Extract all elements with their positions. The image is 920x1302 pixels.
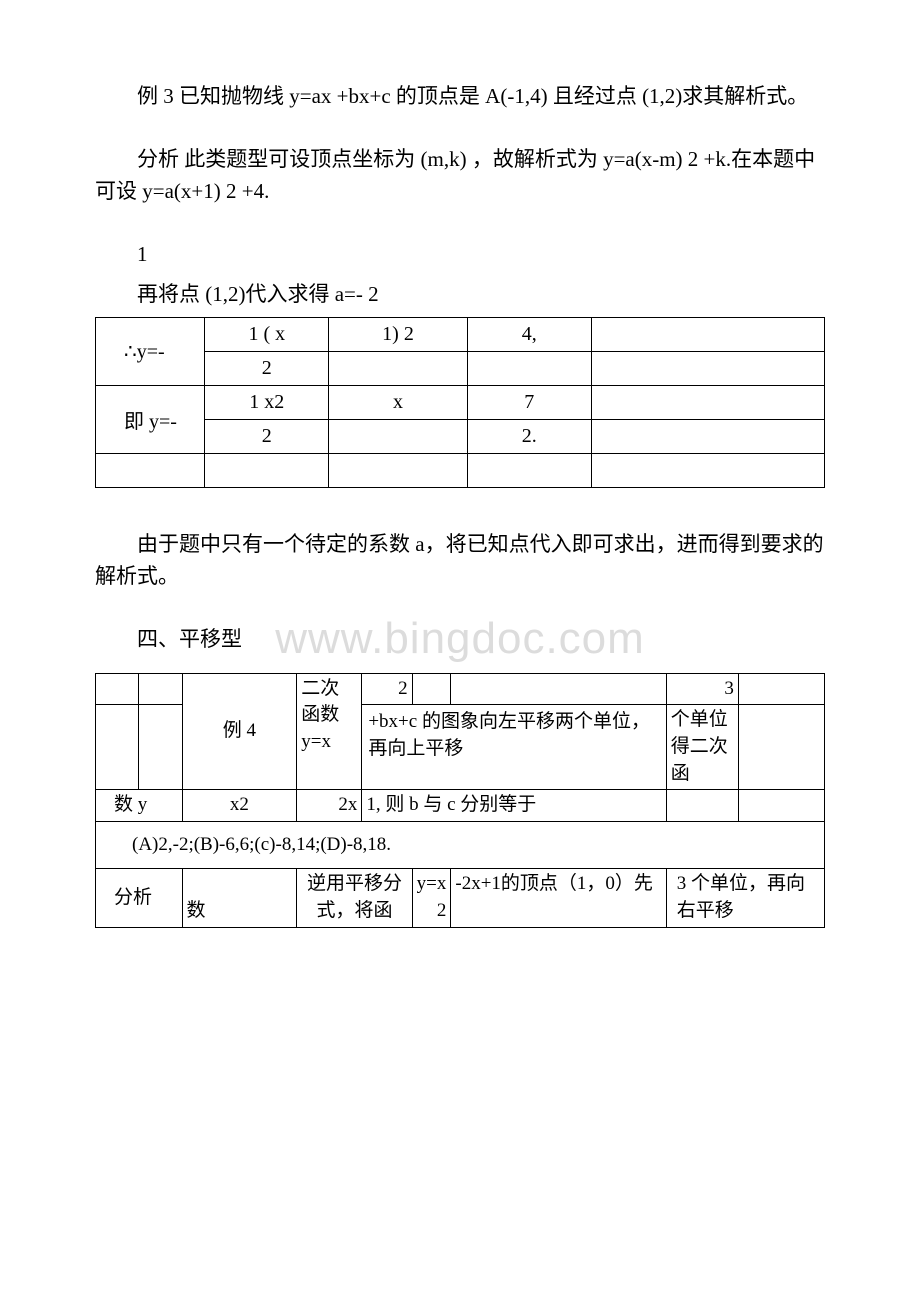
cell: 1) 2 (329, 317, 468, 351)
cell: 1 x2 (205, 385, 329, 419)
cell: 二次函数 y=x (297, 673, 362, 789)
cell: (A)2,-2;(B)-6,6;(c)-8,14;(D)-8,18. (96, 821, 825, 869)
cell (96, 453, 205, 487)
paragraph-analysis1: 分析 此类题型可设顶点坐标为 (m,k) ，故解析式为 y=a(x-m) 2 +… (95, 143, 825, 208)
cell: 个单位得二次函 (666, 705, 738, 790)
table-row: 数 y x2 2x 1, 则 b 与 c 分别等于 (96, 790, 825, 822)
cell: 逆用平移分式，将函 (297, 869, 412, 927)
table-example4: 例 4 二次函数 y=x 2 3 +bx+c 的图象向左平移两个单位，再向上平移… (95, 673, 825, 928)
table-row: 2 2. (96, 419, 825, 453)
cell (467, 351, 591, 385)
cell: 3 个单位，再向右平移 (666, 869, 824, 927)
cell (738, 705, 824, 790)
cell: 数 (182, 869, 297, 927)
table-row (96, 453, 825, 487)
cell: +bx+c 的图象向左平移两个单位，再向上平移 (362, 705, 666, 790)
table-row: ∴y=- 1 ( x 1) 2 4, (96, 317, 825, 351)
cell (591, 419, 824, 453)
cell: 7 (467, 385, 591, 419)
cell: -2x+1的顶点（1，0）先 (451, 869, 666, 927)
cell: 1, 则 b 与 c 分别等于 (362, 790, 666, 822)
table-equations: ∴y=- 1 ( x 1) 2 4, 2 即 y=- 1 x2 x 7 2 2. (95, 317, 825, 488)
cell: 即 y=- (96, 385, 205, 453)
table-row: 分析 数 逆用平移分式，将函 y=x 2 -2x+1的顶点（1，0）先 3 个单… (96, 869, 825, 927)
cell: 2 (205, 419, 329, 453)
table-row: (A)2,-2;(B)-6,6;(c)-8,14;(D)-8,18. (96, 821, 825, 869)
cell: x2 (182, 790, 297, 822)
cell: 分析 (96, 869, 183, 927)
cell (139, 705, 182, 790)
cell: 3 (666, 673, 738, 705)
cell (139, 673, 182, 705)
line-substitute: 再将点 (1,2)代入求得 a=- 2 (95, 278, 825, 311)
heading-section4: 四、平移型 (95, 623, 825, 653)
cell: 数 y (96, 790, 183, 822)
cell: x (329, 385, 468, 419)
cell (205, 453, 329, 487)
cell (591, 351, 824, 385)
cell (329, 351, 468, 385)
cell: 4, (467, 317, 591, 351)
table-row: 即 y=- 1 x2 x 7 (96, 385, 825, 419)
cell (412, 673, 451, 705)
cell (738, 673, 824, 705)
cell (591, 453, 824, 487)
cell (96, 705, 139, 790)
cell: 2 (205, 351, 329, 385)
paragraph-example3: 例 3 已知抛物线 y=ax +bx+c 的顶点是 A(-1,4) 且经过点 (… (95, 80, 825, 113)
line-constant: 1 (95, 238, 825, 271)
cell: ∴y=- (96, 317, 205, 385)
paragraph-explanation: 由于题中只有一个待定的系数 a，将已知点代入即可求出，进而得到要求的解析式。 (95, 528, 825, 593)
cell: 1 ( x (205, 317, 329, 351)
cell (451, 673, 666, 705)
cell (738, 790, 824, 822)
cell (329, 453, 468, 487)
cell: 2. (467, 419, 591, 453)
cell: 例 4 (182, 673, 297, 789)
cell (591, 385, 824, 419)
cell (329, 419, 468, 453)
cell: 2 (362, 673, 412, 705)
cell: y=x 2 (412, 869, 451, 927)
cell (467, 453, 591, 487)
cell (591, 317, 824, 351)
table-row: 例 4 二次函数 y=x 2 3 (96, 673, 825, 705)
cell (96, 673, 139, 705)
cell (666, 790, 738, 822)
table-row: 2 (96, 351, 825, 385)
cell: 2x (297, 790, 362, 822)
